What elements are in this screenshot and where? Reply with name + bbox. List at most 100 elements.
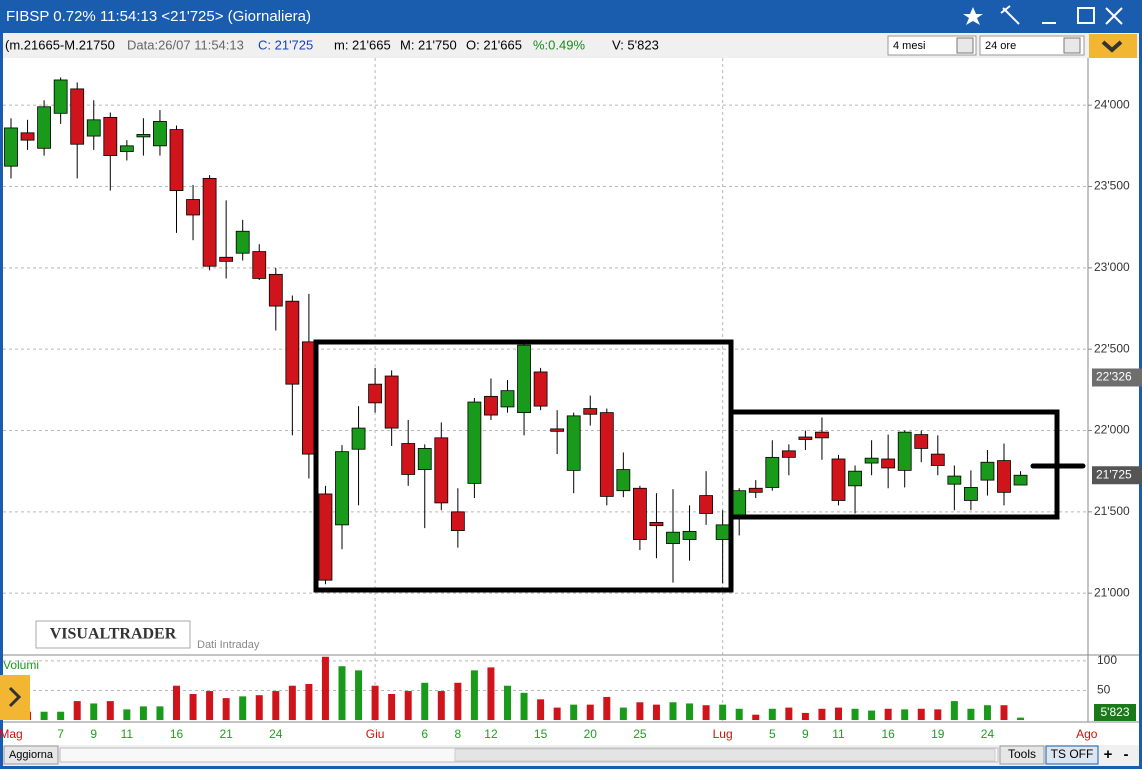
volume-bar xyxy=(702,705,710,720)
candle-body xyxy=(715,524,730,540)
info-item: M: 21'750 xyxy=(400,37,457,52)
volume-toggle[interactable] xyxy=(0,675,30,720)
window-controls[interactable] xyxy=(963,5,1123,25)
period-arrow[interactable] xyxy=(956,37,974,54)
candle-body xyxy=(980,461,995,481)
volume-bar xyxy=(553,707,561,720)
candle-body xyxy=(484,395,498,416)
info-item: Data:26/07 11:54:13 xyxy=(127,37,244,52)
x-tick-label: 6 xyxy=(421,727,428,741)
candle-body xyxy=(848,470,862,487)
candle-body xyxy=(169,129,184,191)
volume-bar xyxy=(735,708,743,720)
x-tick-label: Mag xyxy=(0,727,23,741)
logo-box xyxy=(35,620,191,649)
candle-body xyxy=(914,434,929,449)
volume-bar xyxy=(189,694,197,720)
candle-body xyxy=(467,401,482,484)
candle-body xyxy=(798,436,813,440)
ts-button[interactable] xyxy=(1045,745,1099,765)
volume-bar xyxy=(570,704,578,720)
refresh-label[interactable]: Aggiorna xyxy=(9,749,54,761)
candle-body xyxy=(368,383,383,404)
y-tick-label: 21'500 xyxy=(1094,504,1130,518)
candle-body xyxy=(748,487,763,493)
candle-body xyxy=(964,487,978,501)
info-item: V: 5'823 xyxy=(612,37,659,52)
volume-bar xyxy=(619,707,627,720)
session-select[interactable] xyxy=(979,35,1085,56)
candle-body xyxy=(831,458,846,501)
candle-body xyxy=(186,199,200,216)
period-value[interactable]: 4 mesi xyxy=(893,40,925,52)
refresh-button[interactable] xyxy=(3,745,59,765)
candle-body xyxy=(781,450,796,458)
volume-last-box xyxy=(1094,704,1136,721)
candle-body xyxy=(235,230,250,254)
ts-label[interactable]: TS OFF xyxy=(1051,747,1094,761)
x-tick-label: 5 xyxy=(769,727,776,741)
candle-body xyxy=(500,390,515,408)
price-marker-label: 21'725 xyxy=(1096,467,1132,481)
info-items: (m.21665-M.21750 Data:26/07 11:54:13 C: 21… xyxy=(5,37,659,52)
candle-body xyxy=(351,427,366,450)
period-select[interactable] xyxy=(887,35,977,56)
volume-bar xyxy=(355,670,363,720)
tools-button[interactable] xyxy=(999,745,1045,765)
x-tick-label: 24 xyxy=(269,727,283,741)
candle-body xyxy=(335,451,349,526)
volume-bar xyxy=(106,701,114,720)
scroll-thumb[interactable] xyxy=(454,748,996,762)
volume-last: 5'823 xyxy=(1101,705,1130,719)
info-item: m: 21'665 xyxy=(334,37,391,52)
candle-body xyxy=(136,134,151,138)
tools-label[interactable]: Tools xyxy=(1008,747,1036,761)
volume-bar xyxy=(454,682,462,720)
info-item: (m.21665-M.21750 xyxy=(5,37,115,52)
x-tick-label: 25 xyxy=(633,727,647,741)
candle-body xyxy=(70,88,85,145)
volume-bar xyxy=(752,714,760,720)
volume-bar xyxy=(586,704,594,720)
volume-bar xyxy=(603,696,611,720)
x-tick-label: 20 xyxy=(584,727,598,741)
candle-body xyxy=(583,408,598,415)
volume-bar xyxy=(156,706,164,720)
candle-body xyxy=(666,531,680,544)
session-arrow[interactable] xyxy=(1063,37,1081,54)
volume-bar xyxy=(983,705,991,720)
volume-bar xyxy=(206,691,214,720)
volume-bar xyxy=(388,694,396,720)
x-tick-label: 24 xyxy=(981,727,995,741)
candle-body xyxy=(268,273,283,307)
x-tick-label: 11 xyxy=(121,727,134,741)
candle-body xyxy=(4,127,18,167)
candle-body xyxy=(566,415,581,471)
menu-button[interactable] xyxy=(1089,34,1137,58)
x-tick-label: 12 xyxy=(484,727,498,741)
volume-bar xyxy=(437,691,445,720)
y-tick-label: 23'000 xyxy=(1094,260,1130,274)
x-tick-label: Ago xyxy=(1076,727,1098,741)
panel-title: Volumi xyxy=(3,658,39,672)
x-tick-label: 21 xyxy=(219,727,233,741)
session-value[interactable]: 24 ore xyxy=(985,40,1016,52)
volume-bar xyxy=(305,683,313,720)
window-title: FIBSP 0.72% 11:54:13 <21'725> (Giornalie… xyxy=(6,8,311,25)
info-item: %:0.49% xyxy=(533,37,585,52)
volume-bar xyxy=(404,691,412,720)
candle-body xyxy=(864,457,879,464)
volume-bar xyxy=(272,691,280,720)
zoom-out[interactable]: - xyxy=(1124,746,1129,763)
candle-body xyxy=(53,79,68,114)
volume-bar xyxy=(504,685,511,720)
x-tick-label: 15 xyxy=(534,727,548,741)
volume-bar xyxy=(1000,705,1008,720)
volume-bar xyxy=(901,709,909,720)
logo-note: Dati Intraday xyxy=(197,639,260,651)
volume-bar xyxy=(520,692,528,720)
zoom-in[interactable]: + xyxy=(1104,746,1113,763)
volume-bar xyxy=(801,712,809,720)
y-tick-label: 22'500 xyxy=(1094,341,1130,355)
